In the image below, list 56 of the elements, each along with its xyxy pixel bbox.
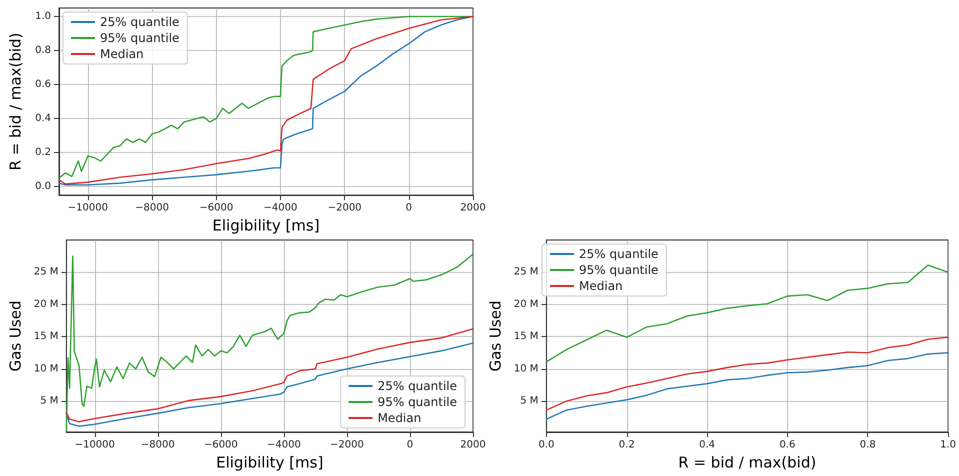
x-tick-label: −8000 (135, 202, 169, 214)
legend-label: 25% quantile (579, 247, 658, 261)
x-tick-label: −2000 (330, 440, 364, 450)
y-tick-label: 0.4 (35, 113, 51, 124)
x-tick-label: 2000 (460, 440, 486, 450)
y-tick-label: 1.0 (35, 11, 51, 22)
x-axis-title: Eligibility [ms] (216, 453, 324, 472)
x-axis-title: R = bid / max(bid) (678, 453, 816, 472)
legend-label: 95% quantile (378, 395, 458, 409)
y-tick-label: 20 M (34, 298, 58, 310)
x-tick-label: 0.6 (779, 440, 796, 450)
legend-label: 95% quantile (100, 31, 180, 45)
y-tick-label: 0.6 (35, 79, 51, 90)
y-tick-label: 10 M (34, 363, 58, 374)
y-tick-label: 0.8 (35, 45, 51, 56)
y-tick-label: 5 M (520, 396, 538, 407)
legend-label: 25% quantile (100, 15, 180, 29)
x-tick-label: −10000 (68, 202, 108, 214)
y-tick-label: 5 M (40, 396, 58, 407)
legend-label: Median (378, 411, 422, 425)
x-tick-label: 0.8 (860, 440, 876, 450)
y-tick-label: 15 M (514, 331, 538, 342)
y-tick-label: 25 M (34, 266, 58, 278)
line-series (66, 328, 474, 422)
y-axis-title: Gas Used (486, 300, 504, 372)
legend-label: 25% quantile (378, 379, 458, 393)
x-tick-label: −8000 (140, 440, 175, 450)
x-tick-label: 0.4 (699, 440, 716, 450)
line-series (546, 264, 949, 362)
x-tick-label: −4000 (266, 440, 301, 450)
y-axis-title: R = bid / max(bid) (6, 32, 24, 171)
y-tick-label: 0.2 (35, 147, 51, 158)
legend-label: Median (579, 279, 623, 293)
line-series (546, 336, 949, 411)
x-tick-label: −4000 (264, 202, 298, 214)
y-tick-label: 0.0 (35, 181, 51, 192)
x-tick-label: 0.0 (538, 440, 554, 450)
line-series (66, 342, 474, 427)
legend-label: Median (100, 47, 144, 61)
x-tick-label: −2000 (328, 202, 362, 214)
legend-label: 95% quantile (579, 263, 658, 277)
x-tick-label: 0 (406, 440, 414, 450)
x-tick-label: 1.0 (940, 440, 956, 450)
x-tick-label: 2000 (460, 202, 486, 214)
y-tick-label: 10 M (514, 363, 538, 374)
x-tick-label: −6000 (199, 202, 234, 214)
line-series (546, 352, 949, 420)
x-tick-label: −6000 (204, 440, 238, 450)
y-tick-label: 25 M (514, 266, 538, 278)
y-axis-title: Gas Used (6, 300, 24, 372)
y-tick-label: 20 M (514, 298, 538, 310)
y-tick-label: 15 M (34, 331, 58, 342)
x-tick-label: 0.2 (618, 440, 635, 450)
x-tick-label: −10000 (74, 440, 115, 450)
x-tick-label: 0 (406, 202, 412, 214)
x-axis-title: Eligibility [ms] (212, 216, 320, 234)
